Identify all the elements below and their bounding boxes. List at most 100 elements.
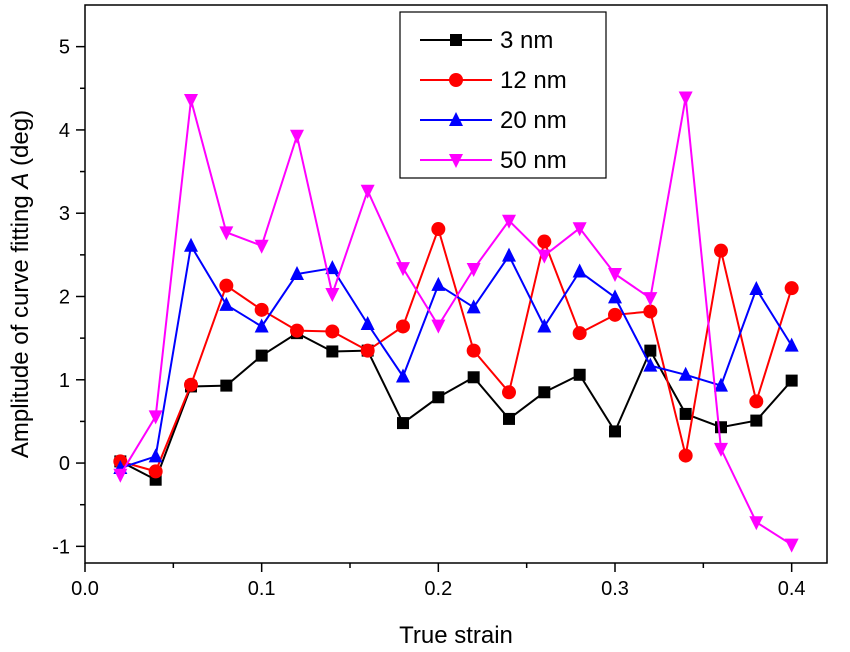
data-point	[432, 391, 445, 404]
data-point	[643, 357, 658, 372]
legend-item: 20 nm	[420, 107, 567, 134]
data-point	[466, 343, 481, 358]
data-point	[325, 324, 340, 339]
data-point	[467, 371, 480, 384]
legend-item: 12 nm	[420, 67, 567, 94]
data-point	[749, 394, 764, 409]
data-point	[360, 343, 375, 358]
data-point	[714, 377, 728, 392]
data-point	[431, 319, 446, 334]
data-point	[643, 292, 658, 307]
y-axis: -1 0 1 2 3 4 5	[52, 37, 85, 558]
data-point	[325, 260, 340, 275]
legend-marker	[450, 34, 462, 46]
data-point	[148, 464, 163, 479]
legend-item: 3 nm	[420, 27, 553, 54]
legend-item: 50 nm	[420, 147, 567, 174]
x-axis-title: True strain	[399, 622, 513, 649]
data-point	[219, 278, 234, 293]
plot-layer	[113, 91, 799, 553]
data-point	[254, 239, 269, 254]
data-point	[749, 516, 764, 531]
data-point	[644, 344, 657, 357]
series-line	[120, 242, 793, 470]
data-point	[678, 366, 693, 381]
data-point	[572, 222, 587, 237]
y-axis-title-italic: A	[7, 173, 34, 191]
y-tick-label: -1	[52, 536, 70, 558]
x-tick-label: 0.4	[778, 578, 806, 600]
data-point	[678, 91, 693, 106]
data-point	[254, 302, 269, 317]
x-tick-label: 0.3	[601, 578, 629, 600]
data-point	[537, 249, 552, 264]
data-point	[184, 377, 198, 392]
data-point	[397, 417, 409, 430]
data-point	[573, 368, 586, 381]
data-point	[220, 379, 233, 392]
legend: 3 nm 12 nm 20 nm 50 nm	[399, 11, 607, 179]
data-point	[431, 276, 446, 291]
data-point	[608, 307, 622, 322]
data-point	[290, 129, 304, 144]
data-point	[219, 226, 234, 241]
legend-label: 50 nm	[500, 147, 567, 174]
data-point	[431, 222, 446, 237]
data-point	[750, 414, 763, 427]
data-point	[679, 407, 692, 420]
x-tick-label: 0.1	[248, 578, 276, 600]
data-point	[502, 214, 516, 229]
series-3-nm	[114, 327, 798, 486]
data-point	[784, 281, 799, 296]
data-point	[113, 468, 128, 483]
legend-label: 20 nm	[500, 107, 567, 134]
data-point	[396, 319, 410, 334]
data-point	[396, 368, 410, 383]
series-line	[119, 97, 793, 546]
y-tick-label: 5	[59, 37, 70, 59]
data-point	[785, 374, 798, 387]
x-tick-label: 0.0	[71, 578, 99, 600]
data-point	[502, 247, 516, 262]
data-point	[255, 349, 268, 362]
data-point	[326, 345, 339, 358]
y-tick-label: 0	[59, 453, 70, 475]
data-point	[714, 243, 728, 258]
data-point	[503, 412, 515, 425]
data-point	[678, 448, 693, 463]
data-point	[715, 421, 727, 434]
y-axis-title-prefix: Amplitude of curve fitting	[7, 189, 34, 458]
y-tick-label: 2	[59, 286, 70, 308]
data-point	[360, 184, 375, 199]
legend-marker	[449, 112, 463, 126]
data-point	[290, 323, 304, 338]
data-point	[254, 318, 269, 333]
data-point	[290, 266, 304, 281]
plot-frame	[84, 4, 828, 564]
data-point	[396, 262, 410, 277]
data-point	[219, 296, 234, 311]
data-point	[148, 410, 163, 425]
data-point	[360, 315, 375, 330]
series-line	[120, 225, 793, 473]
legend-marker	[449, 154, 463, 168]
data-point	[184, 237, 198, 252]
y-tick-label: 1	[59, 370, 70, 392]
data-point	[572, 326, 587, 341]
x-tick-label: 0.2	[424, 578, 452, 600]
data-point	[643, 304, 658, 319]
data-point	[572, 263, 587, 278]
data-point	[538, 386, 551, 399]
data-point	[537, 234, 552, 249]
data-point	[466, 263, 481, 278]
data-point	[608, 289, 622, 304]
data-point	[466, 299, 481, 314]
data-point	[749, 280, 764, 295]
data-point	[784, 538, 799, 553]
legend-label: 3 nm	[500, 27, 553, 54]
series-50-nm	[113, 91, 799, 553]
data-point	[184, 93, 198, 108]
data-point	[608, 268, 622, 283]
axes-layer	[84, 4, 828, 564]
